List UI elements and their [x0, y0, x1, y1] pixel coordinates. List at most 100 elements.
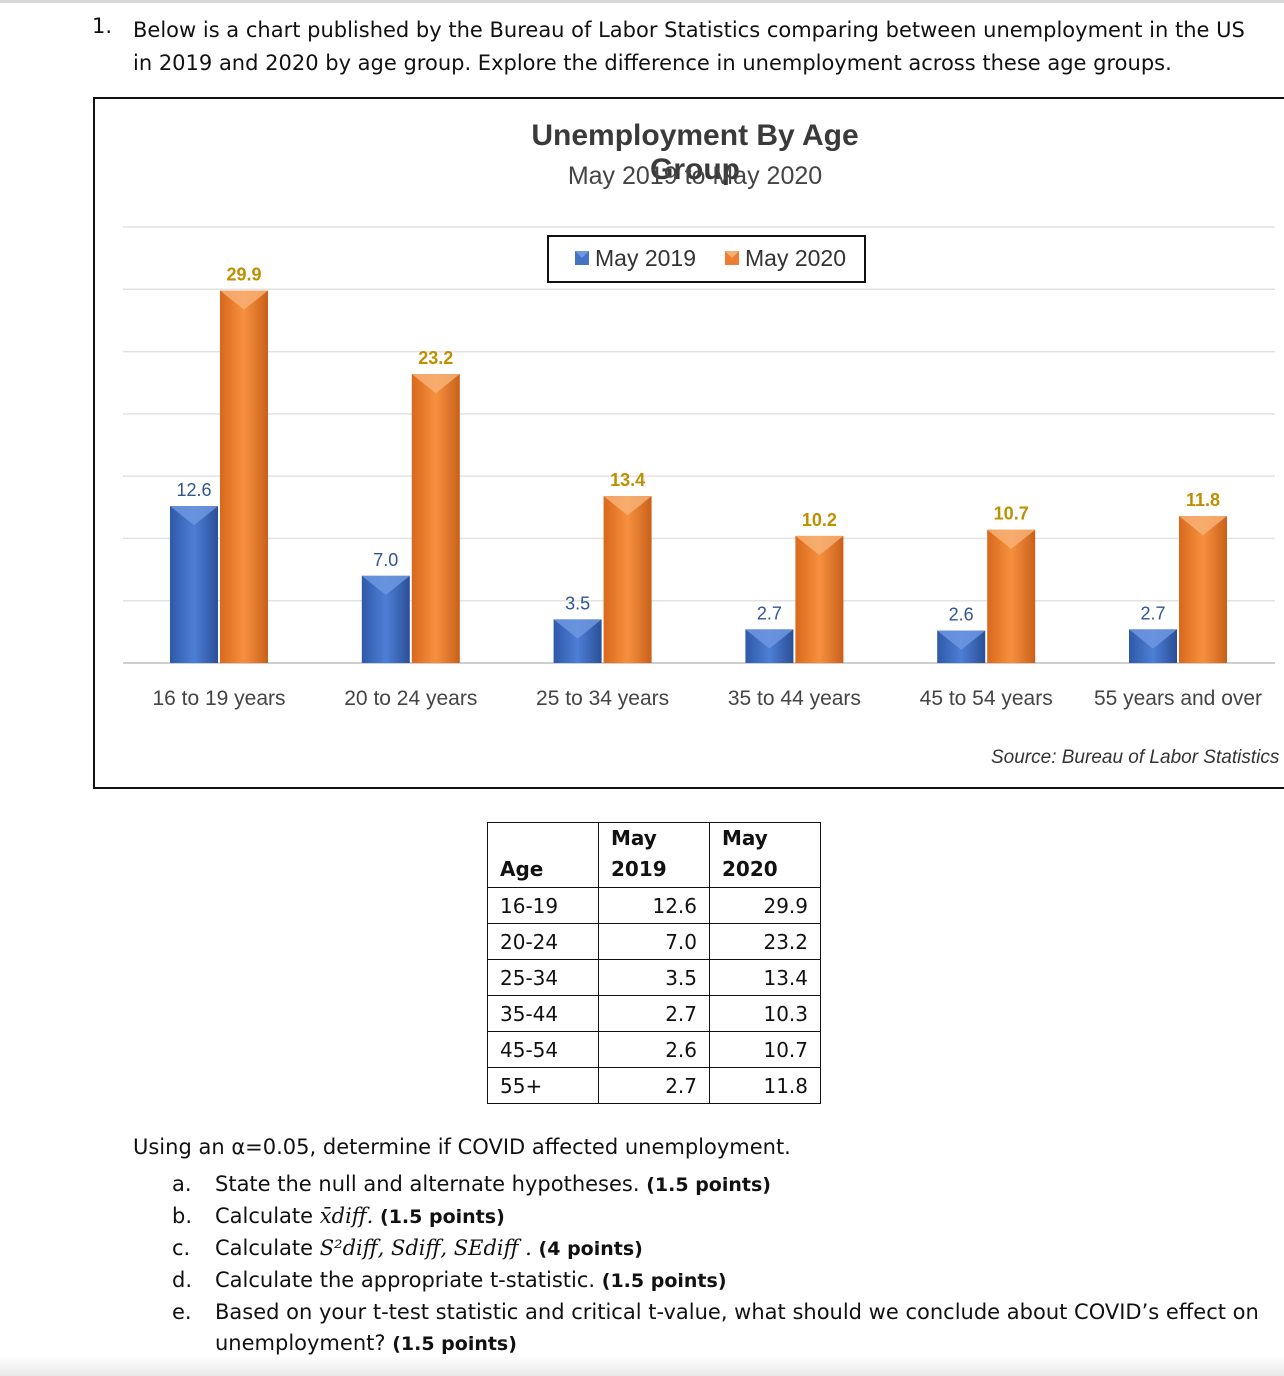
bar-bevel [553, 619, 602, 639]
top-border [0, 0, 1284, 3]
age-cell: 55+ [487, 1067, 599, 1104]
data-label: 7.0 [373, 550, 398, 570]
part-label: b. [172, 1204, 193, 1228]
table-row: 45-54 2.6 10.7 [487, 1031, 821, 1068]
may-2019-cell: 2.7 [598, 1067, 710, 1104]
bar-may-2020 [603, 496, 652, 663]
part-d: d. Calculate the appropriate t-statistic… [172, 1265, 1262, 1297]
may-2020-cell: 10.3 [709, 995, 821, 1032]
part-points: (1.5 points) [646, 1174, 771, 1196]
table-row: 35-44 2.7 10.3 [487, 995, 821, 1032]
may-2019-cell: 7.0 [598, 923, 710, 960]
bar-bevel [745, 629, 794, 649]
bar-bevel [1179, 516, 1227, 536]
bottom-edge [0, 1356, 1284, 1376]
bar-bevel [987, 529, 1036, 549]
part-points: (4 points) [538, 1238, 643, 1260]
question-parts: a. State the null and alternate hypothes… [172, 1169, 1262, 1360]
data-label: 11.8 [1186, 490, 1220, 510]
category-label: 25 to 34 years [536, 687, 669, 710]
part-label: d. [172, 1268, 193, 1292]
bar-bevel [170, 506, 218, 526]
data-label: 23.2 [418, 348, 453, 368]
table-row: 20-24 7.0 23.2 [487, 923, 821, 960]
table-row: 25-34 3.5 13.4 [487, 959, 821, 996]
data-label: 29.9 [226, 265, 261, 285]
alpha-instruction: Using an α=0.05, determine if COVID affe… [133, 1135, 791, 1159]
may-2020-cell: 10.7 [709, 1031, 821, 1068]
question-text: Below is a chart published by the Bureau… [133, 18, 1245, 75]
bar-bevel [220, 290, 268, 310]
part-text: Based on your t-test statistic and criti… [215, 1300, 1259, 1355]
part-text: Calculate [215, 1236, 314, 1260]
part-text: Calculate [215, 1204, 314, 1228]
data-label: 2.6 [949, 605, 974, 625]
part-text: State the null and alternate hypotheses. [215, 1172, 640, 1196]
legend-swatch-bevel [725, 251, 739, 258]
data-label: 13.4 [610, 470, 645, 490]
category-label: 20 to 24 years [344, 687, 477, 710]
chart-frame: 12.6 29.9 16 to 19 years 7.0 23.2 20 to 24 ye… [93, 97, 1284, 789]
header-may-2020: May 2020 [709, 822, 821, 888]
age-cell: 45-54 [487, 1031, 599, 1068]
legend-entry: May 2020 [745, 245, 846, 271]
bar-bevel [603, 496, 652, 516]
may-2020-cell: 11.8 [709, 1067, 821, 1104]
data-label: 10.7 [994, 504, 1029, 524]
category-label: 35 to 44 years [728, 687, 861, 710]
part-label: a. [172, 1172, 192, 1196]
chart-subtitle: May 2019 to May 2020 [567, 162, 823, 190]
question-number: 1. [92, 14, 113, 38]
bar-chart: 12.6 29.9 16 to 19 years 7.0 23.2 20 to 24 ye… [123, 226, 1275, 710]
may-2019-cell: 2.6 [598, 1031, 710, 1068]
may-2019-cell: 2.7 [598, 995, 710, 1032]
part-e: e. Based on your t-test statistic and cr… [172, 1297, 1262, 1360]
bar-may-2020 [220, 290, 268, 663]
may-2020-cell: 23.2 [709, 923, 821, 960]
legend-swatch-bevel [575, 251, 589, 258]
chart-title: Unemployment By Age Group [531, 119, 859, 186]
data-label: 12.6 [176, 480, 211, 500]
legend-entry: May 2019 [595, 245, 696, 271]
bar-may-2019 [170, 506, 218, 663]
data-label: 10.2 [802, 510, 837, 530]
bar-may-2020 [987, 529, 1036, 663]
table-row: 16-19 12.6 29.9 [487, 887, 821, 924]
data-label: 2.7 [1140, 603, 1165, 623]
data-label: 3.5 [565, 593, 590, 613]
category-label: 55 years and over [1094, 687, 1262, 710]
bar-bevel [361, 575, 410, 595]
header-age: Age [487, 822, 599, 888]
may-2020-cell: 29.9 [709, 887, 821, 924]
bar-may-2020 [411, 373, 460, 663]
part-b: b. Calculate x̄diff. (1.5 points) [172, 1201, 1262, 1233]
may-2019-cell: 3.5 [598, 959, 710, 996]
part-points: (1.5 points) [392, 1333, 517, 1355]
bar-bevel [1129, 629, 1177, 649]
age-cell: 25-34 [487, 959, 599, 996]
age-cell: 16-19 [487, 887, 599, 924]
bar-bevel [411, 373, 460, 394]
may-2020-cell: 13.4 [709, 959, 821, 996]
bar-may-2020 [795, 535, 844, 663]
part-text: Calculate the appropriate t-statistic. [215, 1268, 596, 1292]
table-row: 55+ 2.7 11.8 [487, 1067, 821, 1104]
bar-bevel [795, 535, 844, 556]
part-a: a. State the null and alternate hypothes… [172, 1169, 1262, 1201]
bar-bevel [937, 630, 986, 650]
part-points: (1.5 points) [380, 1206, 505, 1228]
bar-may-2020 [1179, 516, 1227, 663]
data-table: Age May 2019 May 2020 16-19 12.6 29.9 20-24 7… [487, 822, 821, 1104]
part-label: c. [172, 1236, 191, 1260]
category-label: 45 to 54 years [920, 687, 1053, 710]
age-cell: 35-44 [487, 995, 599, 1032]
chart-source: Source: Bureau of Labor Statistics [991, 747, 1280, 768]
part-points: (1.5 points) [601, 1270, 727, 1292]
age-cell: 20-24 [487, 923, 599, 960]
table-header-row: Age May 2019 May 2020 [487, 822, 821, 888]
part-math: x̄diff. [319, 1204, 374, 1228]
category-label: 16 to 19 years [152, 687, 285, 710]
header-may-2019: May 2019 [598, 822, 710, 888]
part-c: c. Calculate S²diff, Sdiff, SEdiff . (4 … [172, 1233, 1262, 1265]
part-math: S²diff, Sdiff, SEdiff . [319, 1236, 532, 1260]
